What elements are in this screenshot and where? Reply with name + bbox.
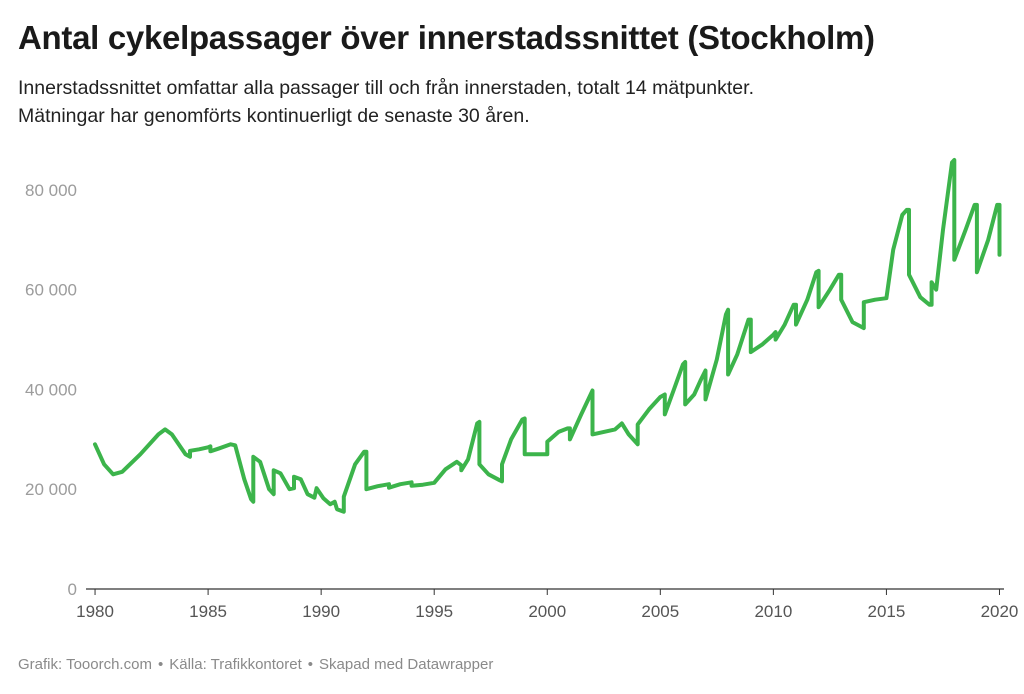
y-tick-label: 60 000 — [25, 281, 77, 300]
x-tick-label: 2010 — [754, 602, 792, 621]
x-tick-label: 1980 — [76, 602, 114, 621]
x-tick-label: 1985 — [189, 602, 227, 621]
footer-credit: Grafik: Tooorch.com — [18, 656, 152, 673]
footer-made-with: Skapad med Datawrapper — [319, 656, 494, 673]
y-tick-label: 80 000 — [25, 181, 77, 200]
subtitle-line-2: Mätningar har genomförts kontinuerligt d… — [18, 105, 530, 127]
footer-separator: • — [307, 656, 314, 673]
footer: Grafik: Tooorch.com • Källa: Trafikkontore… — [18, 656, 493, 673]
footer-source: Källa: Trafikkontoret — [169, 656, 302, 673]
x-tick-label: 1995 — [415, 602, 453, 621]
x-tick-label: 2005 — [641, 602, 679, 621]
chart-title: Antal cykelpassager över innerstadssnitt… — [18, 19, 875, 56]
series-line — [93, 158, 1002, 514]
x-tick-label: 1990 — [302, 602, 340, 621]
y-axis: 0 20 000 40 000 60 000 80 000 — [25, 181, 77, 599]
subtitle-line-1: Innerstadssnittet omfattar alla passager… — [18, 77, 754, 99]
footer-separator: • — [157, 656, 164, 673]
x-tick-label: 2000 — [528, 602, 566, 621]
chart-subtitle: Innerstadssnittet omfattar alla passager… — [18, 74, 1008, 130]
y-tick-label: 0 — [68, 580, 77, 599]
x-tick-label: 2020 — [981, 602, 1019, 621]
y-tick-label: 20 000 — [25, 480, 77, 499]
x-axis: 1980 1985 1990 1995 2000 2005 2010 2015 2020 — [76, 588, 1019, 621]
series-group — [93, 158, 1002, 514]
x-tick-label: 2015 — [868, 602, 906, 621]
y-tick-label: 40 000 — [25, 380, 77, 399]
